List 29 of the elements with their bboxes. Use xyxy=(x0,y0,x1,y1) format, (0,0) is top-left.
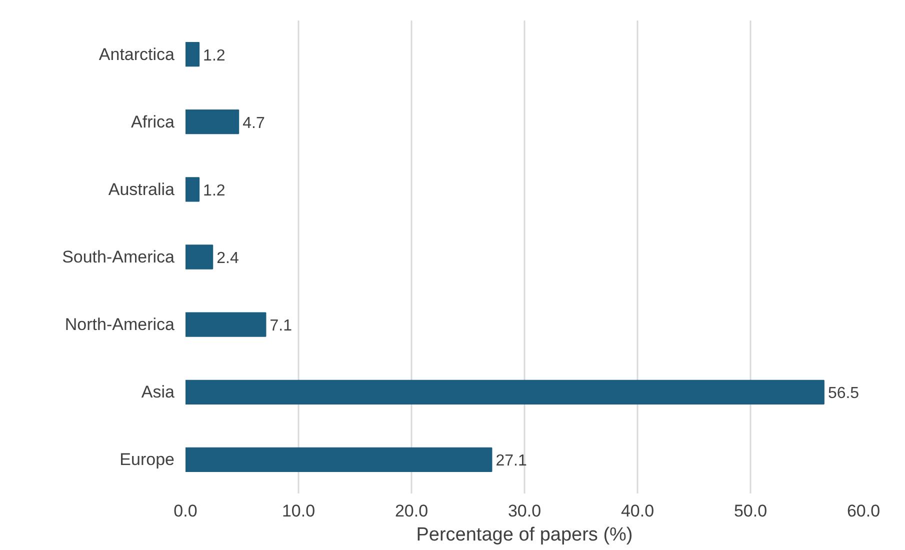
y-tick-label: Africa xyxy=(131,112,176,132)
data-label: 2.4 xyxy=(216,250,239,267)
y-tick-label: Europe xyxy=(120,450,175,470)
y-tick-label: Australia xyxy=(108,180,176,199)
x-tick-label: 10.0 xyxy=(282,502,316,520)
x-tick-label: 50.0 xyxy=(734,502,768,520)
data-label: 27.1 xyxy=(496,452,527,470)
y-tick-label: Antarctica xyxy=(98,44,176,64)
y-tick-label: Asia xyxy=(141,382,176,402)
bar xyxy=(186,42,200,67)
data-label: 1.2 xyxy=(203,182,226,200)
bar xyxy=(186,380,824,404)
data-label: 4.7 xyxy=(242,114,265,132)
x-tick-label: 0.0 xyxy=(174,502,198,520)
bar xyxy=(186,110,240,134)
bar xyxy=(186,244,214,270)
x-tick-label: 20.0 xyxy=(394,502,428,520)
bar xyxy=(186,177,200,202)
data-label: 56.5 xyxy=(828,385,860,402)
y-tick-label: North-America xyxy=(64,315,176,334)
bar xyxy=(186,447,492,472)
x-tick-label: 40.0 xyxy=(620,502,654,520)
y-tick-label: South-America xyxy=(62,248,176,266)
bar xyxy=(186,312,266,337)
data-label: 1.2 xyxy=(203,47,226,64)
x-tick-label: 60.0 xyxy=(846,502,880,520)
x-axis-title: Percentage of papers (%) xyxy=(416,524,633,546)
data-label: 7.1 xyxy=(270,318,292,335)
x-tick-label: 30.0 xyxy=(508,502,542,520)
